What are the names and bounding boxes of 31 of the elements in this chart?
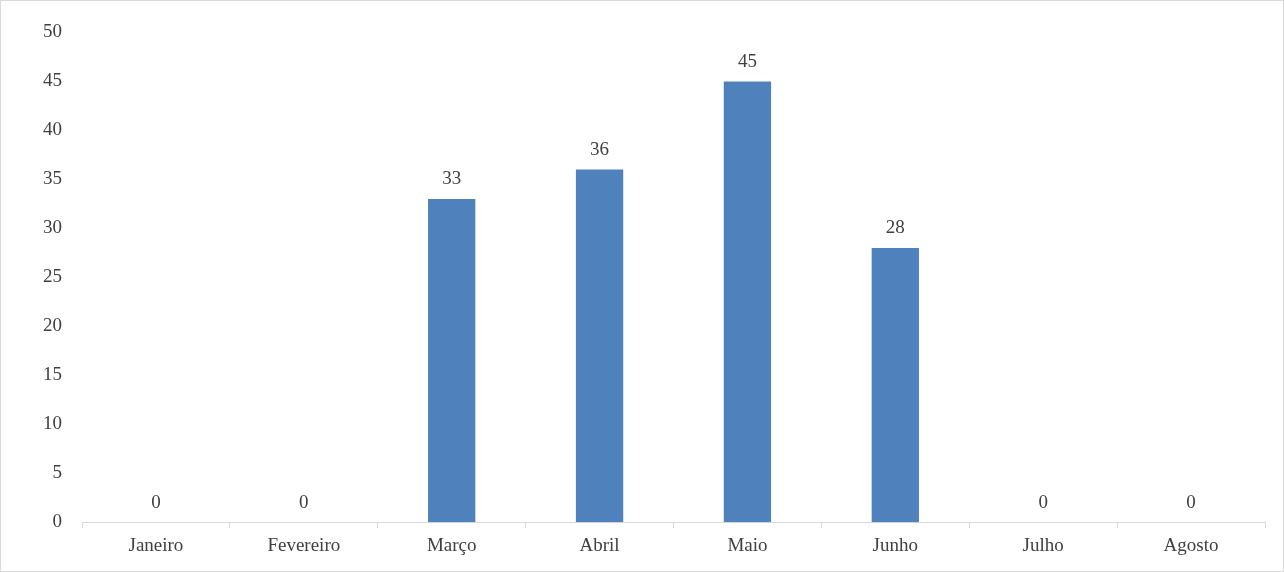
y-tick-label: 5 [52, 461, 62, 483]
bar [723, 81, 772, 523]
y-tick-label: 50 [43, 20, 62, 42]
data-label: 33 [442, 167, 462, 189]
x-tick-label: Março [426, 533, 477, 555]
bar [428, 198, 476, 523]
data-label: 36 [590, 138, 610, 160]
y-tick-label: 25 [43, 265, 62, 287]
y-tick-label: 45 [43, 69, 62, 91]
y-tick-label: 0 [52, 510, 62, 532]
data-label: 45 [737, 49, 757, 71]
y-tick-label: 15 [43, 363, 62, 385]
x-tick-label: Fevereiro [267, 533, 341, 555]
bar [871, 247, 919, 523]
x-tick-label: Janeiro [128, 533, 184, 555]
data-label: 0 [1038, 490, 1048, 512]
y-tick-label: 20 [43, 314, 62, 336]
y-tick-label: 30 [43, 216, 62, 238]
y-tick-label: 40 [43, 118, 62, 140]
x-tick-label: Abril [579, 533, 620, 555]
data-label: 0 [151, 490, 161, 512]
x-tick-label: Agosto [1163, 533, 1219, 555]
y-tick-label: 35 [43, 167, 62, 189]
x-tick-label: Julho [1022, 533, 1064, 555]
x-tick-label: Junho [872, 533, 919, 555]
x-tick-label: Maio [727, 533, 768, 555]
data-label: 0 [299, 490, 309, 512]
data-label: 0 [1186, 490, 1196, 512]
bar [575, 169, 624, 523]
data-label: 28 [885, 216, 905, 238]
y-tick-label: 10 [43, 412, 62, 434]
